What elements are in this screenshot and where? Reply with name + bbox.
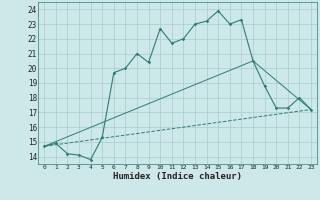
X-axis label: Humidex (Indice chaleur): Humidex (Indice chaleur) [113, 172, 242, 181]
